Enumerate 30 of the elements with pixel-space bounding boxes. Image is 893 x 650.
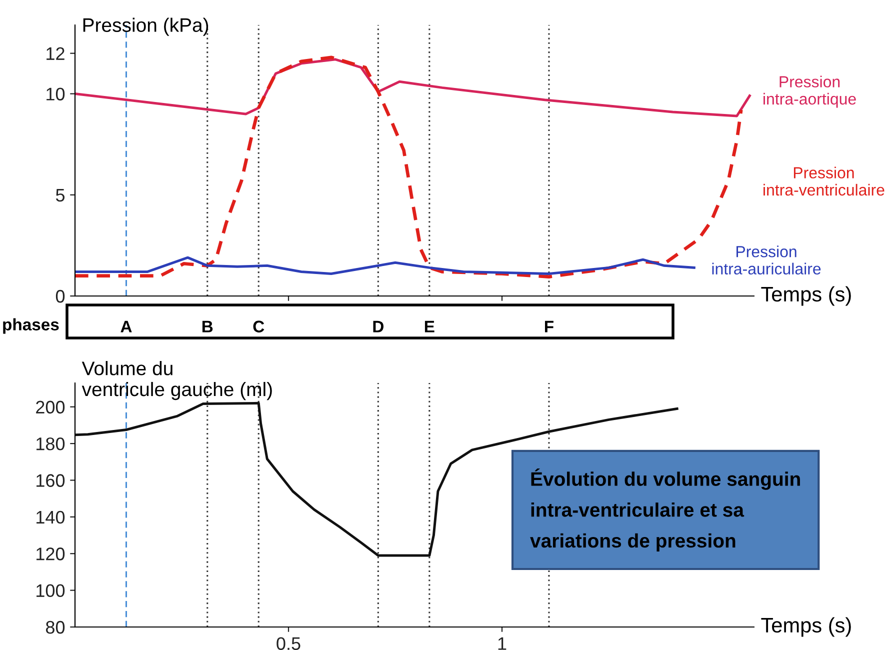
ref-line-label: E <box>424 320 434 332</box>
y-tick-label: 5 <box>56 189 65 202</box>
series-label: Pression intra-ventriculaire <box>764 166 884 196</box>
series-label: Pression intra-aortique <box>764 76 856 108</box>
x-axis-title: Temps (s) <box>761 286 851 306</box>
line-series <box>75 256 696 276</box>
y-axis-title: Pression (kPa) <box>83 18 208 36</box>
annotation: Évolution du volume sanguin intra-ventriculaire et sa variations de pression <box>530 468 800 552</box>
x-tick-label: 0.5 <box>276 637 300 650</box>
y-tick-label: 80 <box>46 620 65 634</box>
y-axis-title: Volume du ventricule gauche (ml) <box>82 361 272 400</box>
y-tick-label: 10 <box>46 88 65 100</box>
ref-line-label: A <box>120 320 132 332</box>
ref-line-label: C <box>253 320 264 332</box>
y-tick-label: 0 <box>56 290 65 303</box>
y-tick-label: 160 <box>36 474 65 487</box>
ref-line-label: B <box>202 320 213 332</box>
series-label: Pression intra-auriculaire <box>712 246 821 275</box>
y-tick-label: 180 <box>36 437 65 450</box>
x-axis-title: Temps (s) <box>761 617 851 637</box>
y-tick-label: 200 <box>36 400 65 414</box>
ref-line-label: F <box>544 320 554 332</box>
y-tick-label: 12 <box>46 47 64 60</box>
line-series <box>75 58 751 118</box>
y-tick-label: 100 <box>36 584 65 598</box>
text: phases <box>3 318 59 334</box>
y-tick-label: 140 <box>36 510 65 524</box>
x-tick-label: 1 <box>498 637 506 650</box>
ref-line-label: D <box>373 320 384 332</box>
y-tick-label: 120 <box>36 548 65 560</box>
